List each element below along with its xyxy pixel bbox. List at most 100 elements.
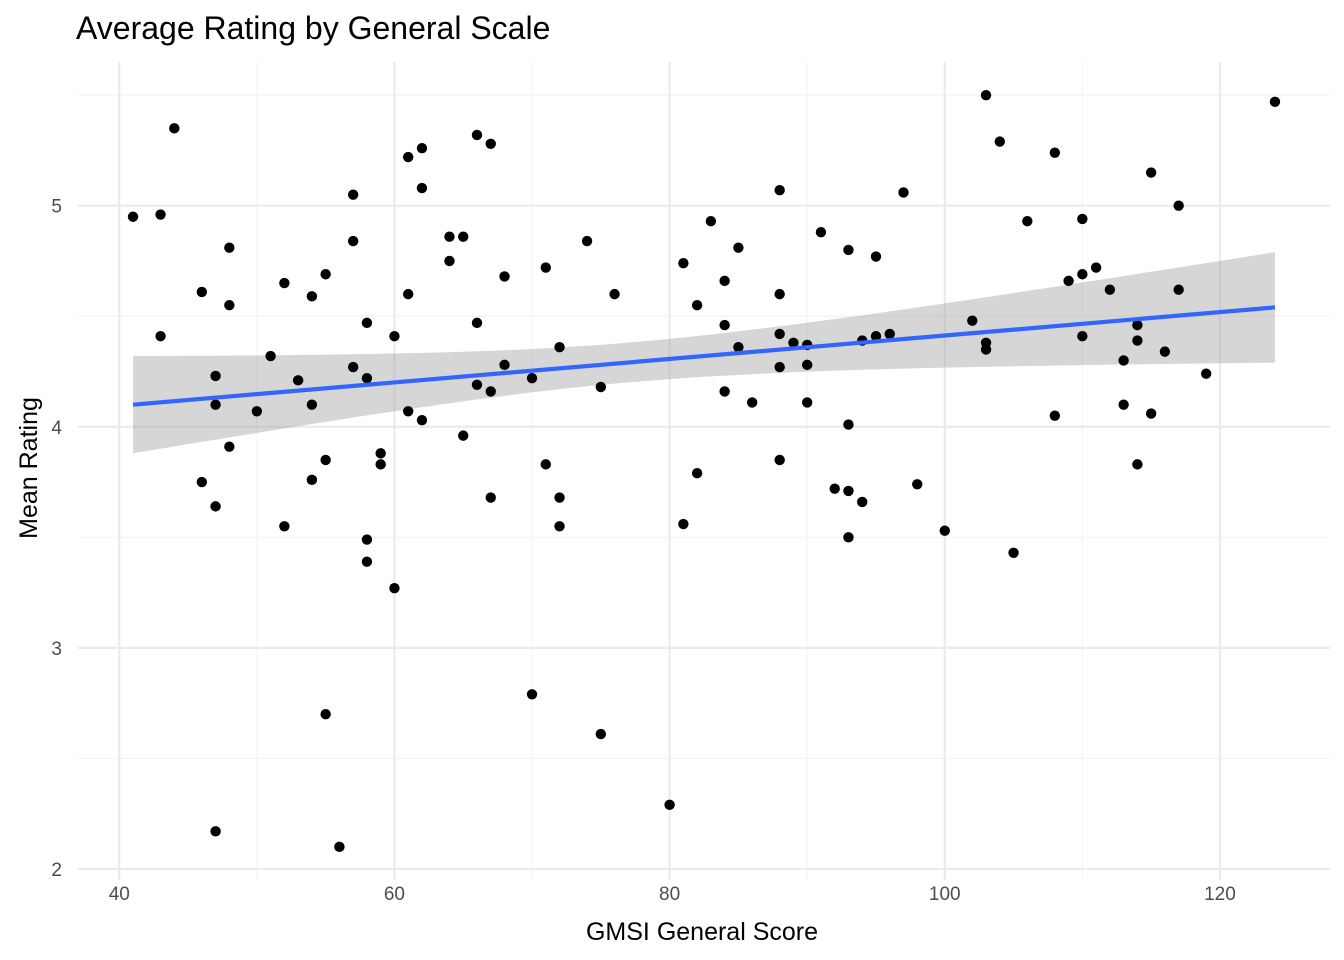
- data-point: [1132, 335, 1143, 346]
- data-point: [1145, 408, 1157, 419]
- data-point: [843, 485, 854, 497]
- data-point: [279, 521, 290, 532]
- data-point: [843, 244, 854, 256]
- data-point: [306, 474, 318, 486]
- data-point: [1077, 269, 1088, 280]
- data-point: [1008, 547, 1019, 558]
- y-axis-title: Mean Rating: [15, 397, 43, 539]
- data-point: [898, 187, 909, 198]
- data-point: [994, 136, 1006, 147]
- data-point: [1173, 200, 1184, 211]
- data-point: [1159, 346, 1171, 357]
- x-tick-label: 80: [659, 884, 680, 905]
- data-point: [155, 330, 166, 342]
- data-point: [169, 123, 180, 134]
- data-point: [843, 419, 854, 430]
- data-point: [595, 728, 607, 740]
- data-point: [224, 299, 235, 311]
- y-tick-label: 3: [51, 639, 62, 660]
- data-point: [347, 235, 359, 247]
- data-point: [361, 534, 373, 545]
- data-point: [1049, 410, 1061, 421]
- data-point: [1132, 319, 1143, 331]
- trend-line-layer: [132, 305, 1276, 407]
- y-axis-ticks: 2 3 4 5: [51, 197, 62, 881]
- data-point: [664, 799, 675, 811]
- x-tick-label: 120: [1204, 884, 1236, 905]
- data-point: [306, 291, 318, 302]
- data-point: [774, 185, 785, 196]
- data-point: [719, 386, 730, 397]
- data-point: [320, 269, 331, 280]
- data-point: [375, 448, 386, 459]
- data-point: [967, 315, 978, 326]
- x-tick-label: 60: [384, 884, 405, 905]
- y-tick-label: 2: [51, 860, 62, 881]
- data-point: [678, 257, 689, 269]
- trend-line: [132, 305, 1276, 407]
- data-point: [210, 501, 221, 512]
- x-axis-title: GMSI General Score: [586, 918, 818, 946]
- data-point: [402, 288, 414, 300]
- data-point: [801, 359, 813, 371]
- data-point: [320, 708, 331, 720]
- data-point: [471, 379, 483, 390]
- data-point: [774, 361, 785, 373]
- data-point: [402, 406, 414, 417]
- data-point: [980, 89, 992, 101]
- chart-title: Average Rating by General Scale: [76, 10, 551, 46]
- data-point: [554, 341, 565, 353]
- data-point: [884, 328, 895, 340]
- data-point: [678, 518, 689, 530]
- data-point: [1077, 330, 1088, 342]
- data-point: [361, 556, 373, 567]
- data-point: [361, 372, 373, 384]
- data-point: [210, 370, 221, 382]
- data-point: [251, 406, 263, 417]
- data-point: [829, 483, 840, 494]
- grid-lines: [78, 62, 1330, 880]
- data-point: [1269, 96, 1281, 107]
- data-point: [471, 317, 483, 329]
- data-point: [1077, 213, 1088, 225]
- data-point: [416, 143, 428, 154]
- data-point: [444, 231, 455, 242]
- data-point: [196, 286, 208, 298]
- data-point: [485, 138, 496, 149]
- data-point: [526, 372, 538, 384]
- data-point: [733, 242, 744, 253]
- data-point: [320, 454, 331, 466]
- data-point: [347, 189, 359, 200]
- data-point: [843, 532, 854, 543]
- data-point: [774, 288, 785, 300]
- confidence-band-layer: [133, 252, 1275, 454]
- data-point: [224, 242, 235, 253]
- data-point: [389, 582, 400, 594]
- data-point: [265, 350, 276, 362]
- data-point: [857, 496, 868, 508]
- data-point: [444, 255, 455, 267]
- data-point: [691, 299, 703, 311]
- x-axis-ticks: 40 60 80 100 120: [109, 884, 1236, 905]
- data-point: [774, 454, 785, 466]
- data-point: [485, 492, 496, 503]
- data-point: [595, 381, 607, 393]
- data-point: [416, 182, 428, 194]
- data-point: [458, 231, 469, 242]
- data-point: [774, 328, 785, 340]
- data-point: [733, 341, 744, 353]
- data-point: [499, 271, 510, 282]
- data-point: [1118, 399, 1129, 410]
- data-point: [1022, 215, 1033, 227]
- data-point: [375, 459, 386, 470]
- data-point: [870, 251, 882, 262]
- confidence-band: [133, 252, 1275, 454]
- y-tick-label: 5: [51, 197, 62, 218]
- data-point: [939, 525, 950, 536]
- data-point: [1132, 459, 1143, 470]
- data-point: [609, 288, 620, 300]
- data-point: [1090, 262, 1102, 273]
- x-tick-label: 100: [929, 884, 961, 905]
- data-point: [554, 492, 565, 503]
- data-point: [801, 397, 813, 408]
